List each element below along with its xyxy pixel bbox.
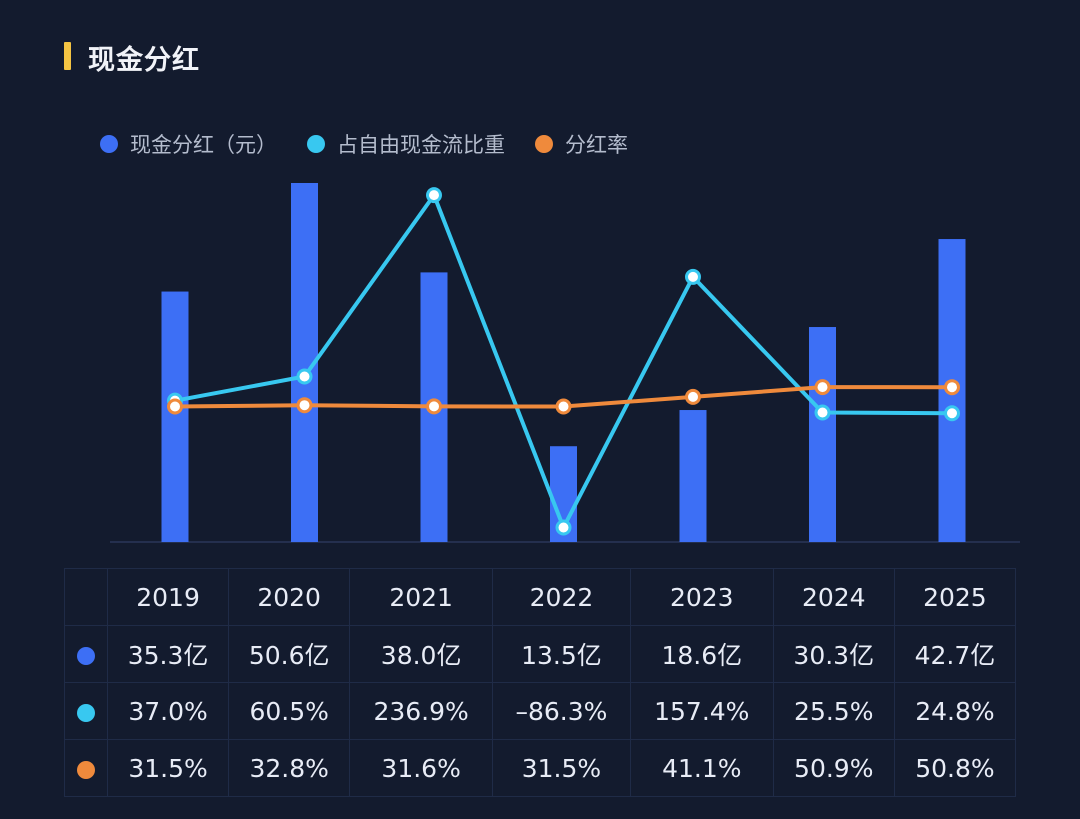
table-cell: –86.3% — [492, 682, 631, 740]
bars-group — [161, 183, 966, 542]
table-header-cell: 2022 — [492, 568, 631, 626]
table-cell: 32.8% — [228, 739, 351, 797]
legend-dot-fcf-share — [307, 135, 325, 153]
table-header-cell: 2024 — [772, 568, 895, 626]
fcf-share-point-2022 — [555, 519, 572, 536]
legend-label-fcf-share: 占自由现金流比重 — [337, 133, 505, 157]
data-table: 2019 2020 2021 2022 2023 2024 2025 35.3亿… — [64, 568, 1017, 797]
legend-label-dividend: 现金分红（元） — [130, 133, 277, 157]
table-cell: 31.5% — [106, 739, 230, 797]
table-cell: 50.9% — [772, 739, 895, 797]
table-header-cell: 2019 — [106, 568, 230, 626]
payout-ratio-point-2022 — [555, 398, 572, 415]
table-cell: 157.4% — [629, 682, 774, 740]
fcf-share-line-group — [167, 187, 960, 536]
table-cell: 50.8% — [893, 739, 1017, 797]
legend-dot-payout-ratio — [535, 135, 553, 153]
table-cell: 236.9% — [349, 682, 494, 740]
fcf-share-point-2020 — [296, 368, 313, 385]
table-header-cell: 2020 — [228, 568, 351, 626]
payout-ratio-point-2023 — [685, 388, 701, 405]
table-header-row: 2019 2020 2021 2022 2023 2024 2025 — [64, 568, 1017, 626]
table-cell: 42.7亿 — [893, 625, 1017, 683]
bar-2024 — [809, 327, 836, 542]
row-marker-cell — [64, 739, 108, 797]
row-dot-fcf-share — [77, 703, 95, 722]
legend-dot-dividend — [100, 135, 118, 153]
fcf-share-point-2021 — [426, 187, 442, 204]
payout-ratio-point-2025 — [944, 379, 960, 396]
table-header-cell: 2023 — [629, 568, 774, 626]
table-header-cell: 2021 — [349, 568, 494, 626]
table-cell: 13.5亿 — [492, 625, 631, 683]
legend-item-fcf-share: 占自由现金流比重 — [307, 129, 505, 159]
chart-title: 现金分红 — [88, 45, 200, 76]
fcf-share-point-2023 — [685, 268, 701, 285]
table-cell: 31.5% — [492, 739, 631, 797]
payout-line-group — [167, 379, 960, 415]
table-cell: 37.0% — [106, 682, 230, 740]
table-cell: 41.1% — [629, 739, 774, 797]
payout-ratio-point-2019 — [167, 398, 183, 415]
bar-2019 — [161, 291, 189, 542]
table-cell: 30.3亿 — [772, 625, 895, 683]
table-cell: 35.3亿 — [106, 625, 230, 683]
fcf-share-point-2024 — [814, 404, 831, 421]
table-row-dividend: 35.3亿 50.6亿 38.0亿 13.5亿 18.6亿 30.3亿 42.7… — [64, 625, 1017, 683]
row-dot-payout-ratio — [77, 760, 95, 779]
table-cell: 31.6% — [349, 739, 494, 797]
chart-legend: 现金分红（元） 占自由现金流比重 分红率 — [100, 128, 658, 160]
legend-item-dividend: 现金分红（元） — [100, 129, 277, 159]
table-cell: 18.6亿 — [629, 625, 774, 683]
table-cell: 25.5% — [772, 682, 895, 740]
table-row-fcf-share: 37.0% 60.5% 236.9% –86.3% 157.4% 25.5% 2… — [64, 682, 1017, 740]
table-row-payout-ratio: 31.5% 32.8% 31.6% 31.5% 41.1% 50.9% 50.8… — [64, 739, 1017, 797]
bar-2023 — [679, 410, 707, 542]
table-cell: 50.6亿 — [228, 625, 351, 683]
table-cell: 24.8% — [893, 682, 1017, 740]
title-accent-bar — [64, 42, 71, 70]
chart-plot — [110, 183, 1020, 543]
row-marker-cell — [64, 625, 108, 683]
row-dot-dividend — [77, 646, 95, 665]
fcf-share-point-2025 — [944, 405, 960, 422]
row-marker-cell — [64, 682, 108, 740]
table-header-cell: 2025 — [893, 568, 1017, 626]
table-corner-cell — [64, 568, 108, 626]
table-cell: 38.0亿 — [349, 625, 494, 683]
payout-ratio-point-2021 — [426, 398, 442, 415]
legend-label-payout-ratio: 分红率 — [565, 133, 628, 157]
payout-ratio-point-2020 — [296, 397, 313, 414]
payout-ratio-point-2024 — [814, 379, 831, 396]
legend-item-payout-ratio: 分红率 — [535, 129, 628, 159]
table-cell: 60.5% — [228, 682, 351, 740]
